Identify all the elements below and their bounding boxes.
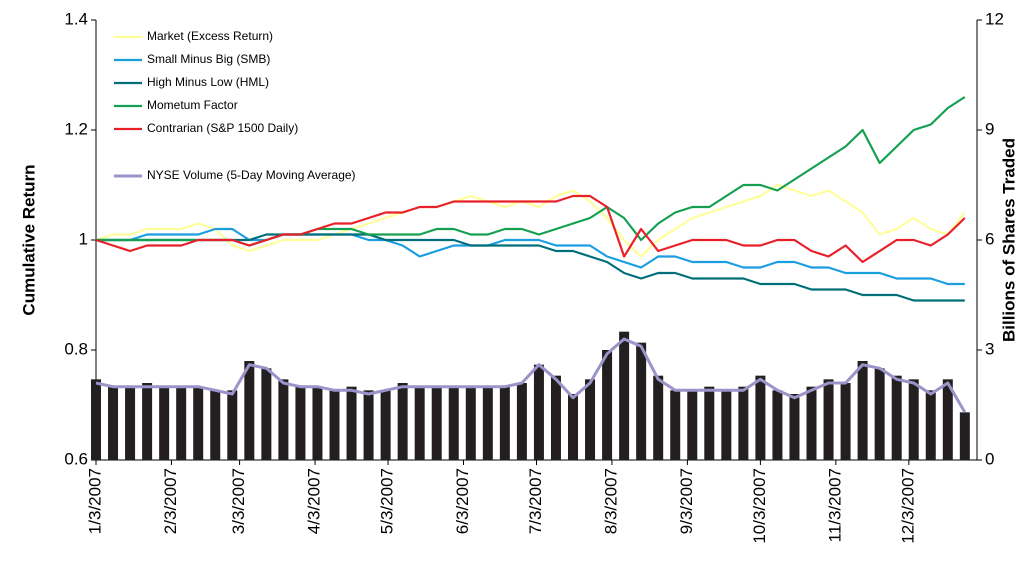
x-tick-label: 5/3/2007: [378, 468, 397, 534]
volume-bar: [210, 390, 221, 460]
x-tick-label: 9/3/2007: [677, 468, 696, 534]
y2-tick-label: 3: [985, 339, 994, 358]
legend-label: Contrarian (S&P 1500 Daily): [147, 121, 298, 135]
x-tick-label: 10/3/2007: [750, 468, 769, 544]
volume-bar: [176, 386, 187, 460]
volume-bar: [482, 386, 493, 460]
y2-tick-label: 0: [985, 449, 994, 468]
volume-bar: [380, 390, 391, 460]
legend: Market (Excess Return) Small Minus Big (S…: [114, 29, 356, 182]
x-tick-label: 11/3/2007: [825, 468, 844, 542]
volume-bar: [585, 379, 596, 460]
volume-bar: [806, 386, 817, 460]
volume-bar: [227, 390, 238, 460]
y-tick-label: 1: [79, 229, 88, 248]
x-tick-label: 4/3/2007: [305, 468, 324, 534]
y-tick-label: 0.6: [64, 449, 88, 468]
legend-label: High Minus Low (HML): [147, 75, 269, 89]
volume-bar: [448, 386, 459, 460]
y2-axis-title: Billions of Shares Traded: [999, 138, 1018, 342]
volume-bar: [959, 412, 970, 460]
volume-bar: [142, 383, 153, 460]
x-tick-label: 12/3/2007: [898, 468, 917, 544]
volume-bar: [755, 375, 766, 460]
series-line: [95, 183, 966, 258]
legend-label: Market (Excess Return): [147, 29, 273, 43]
volume-bar: [857, 361, 868, 460]
series-line: [95, 337, 967, 414]
x-tick-label: 8/3/2007: [601, 468, 620, 534]
volume-bar: [823, 379, 834, 460]
volume-bar: [874, 368, 885, 460]
volume-bar: [772, 390, 783, 460]
volume-bar: [346, 386, 357, 460]
y2-tick-label: 12: [985, 9, 1004, 28]
legend-label: NYSE Volume (5-Day Moving Average): [147, 168, 356, 182]
volume-bar: [295, 386, 306, 460]
volume-bar: [91, 379, 101, 460]
volume-bar: [193, 386, 204, 460]
volume-bar: [108, 386, 119, 460]
volume-bar: [278, 379, 289, 460]
volume-bar: [125, 386, 136, 460]
volume-bar: [363, 390, 374, 460]
volume-bar: [636, 342, 647, 460]
x-tick-label: 2/3/2007: [161, 468, 180, 534]
y-axis-title: Cumulative Return: [19, 164, 38, 315]
volume-bar: [312, 386, 323, 460]
volume-bar: [261, 368, 272, 460]
volume-bar: [840, 383, 851, 460]
x-tick-label: 3/3/2007: [229, 468, 248, 534]
volume-bar: [602, 350, 613, 460]
x-tick-label: 7/3/2007: [526, 468, 545, 534]
y-tick-label: 0.8: [64, 339, 88, 358]
volume-bar: [414, 386, 425, 460]
series-line: [96, 233, 965, 302]
volume-bar: [789, 394, 800, 460]
series-line: [95, 194, 966, 264]
volume-bar: [516, 383, 527, 460]
y-tick-label: 1.2: [64, 119, 88, 138]
volume-bar: [499, 386, 510, 460]
volume-bar: [891, 375, 902, 460]
volume-bar: [329, 390, 340, 460]
volume-bar: [397, 383, 408, 460]
volume-bar: [431, 386, 442, 460]
volume-bar: [533, 364, 544, 460]
volume-bar: [942, 379, 953, 460]
y2-tick-label: 6: [985, 229, 994, 248]
legend-label: Mometum Factor: [147, 98, 238, 112]
y-tick-label: 1.4: [64, 9, 88, 28]
volume-bar: [670, 390, 681, 460]
volume-bar: [568, 394, 579, 460]
volume-bar: [925, 390, 936, 460]
volume-bar: [619, 331, 630, 460]
volume-bar: [159, 386, 170, 460]
volume-bar: [721, 390, 732, 460]
legend-label: Small Minus Big (SMB): [147, 52, 270, 66]
volume-bar: [738, 386, 749, 460]
volume-bar: [704, 386, 715, 460]
volume-bar: [687, 390, 698, 460]
volume-bar: [550, 375, 561, 460]
volume-bar: [244, 361, 255, 460]
series-line: [96, 227, 965, 286]
y2-tick-label: 9: [985, 119, 994, 138]
x-tick-label: 6/3/2007: [453, 468, 472, 534]
volume-bar: [465, 386, 476, 460]
volume-bar: [908, 379, 919, 460]
x-tick-label: 1/3/2007: [85, 468, 104, 534]
volume-bar: [653, 375, 664, 460]
